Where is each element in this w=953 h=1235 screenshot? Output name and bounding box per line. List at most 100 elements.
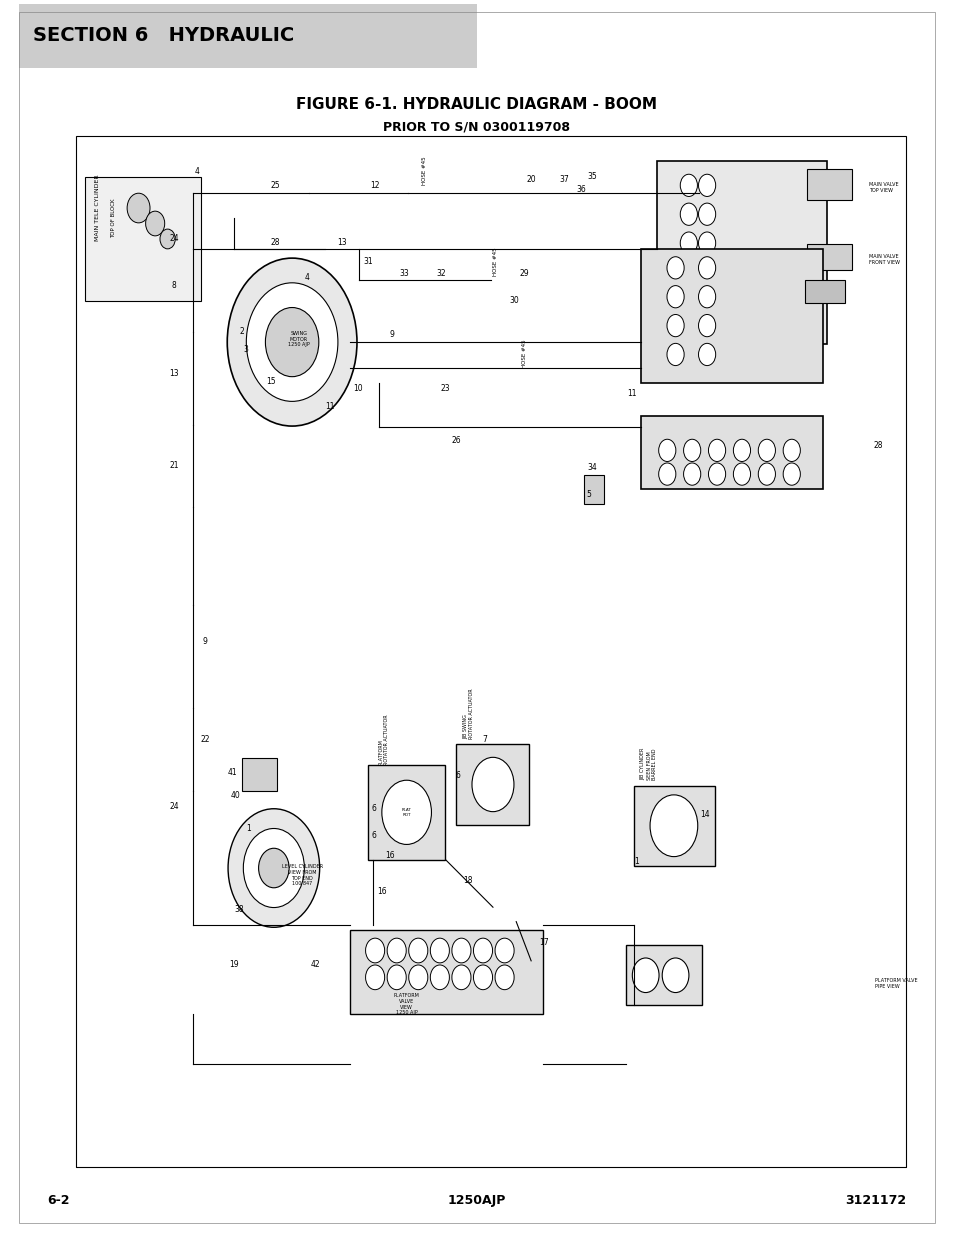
Circle shape <box>666 315 683 337</box>
Text: 40: 40 <box>231 792 240 800</box>
Bar <box>242 758 277 790</box>
Circle shape <box>228 809 319 927</box>
Text: 25: 25 <box>271 180 280 190</box>
Bar <box>583 475 603 504</box>
Bar <box>640 249 822 383</box>
Text: 36: 36 <box>576 185 585 194</box>
Text: 16: 16 <box>385 851 395 860</box>
Text: 10: 10 <box>354 384 363 393</box>
Text: 13: 13 <box>336 237 346 247</box>
Text: HOSE #45: HOSE #45 <box>422 157 427 185</box>
Circle shape <box>473 939 492 963</box>
Circle shape <box>666 257 683 279</box>
Circle shape <box>661 958 688 993</box>
Circle shape <box>495 939 514 963</box>
Text: 8: 8 <box>172 280 176 290</box>
Text: LEVEL CYLINDER
VIEW FROM
TOP END
100 847: LEVEL CYLINDER VIEW FROM TOP END 100 847 <box>281 864 322 887</box>
Text: PLATFORM VALVE
PIPE VIEW: PLATFORM VALVE PIPE VIEW <box>874 978 917 989</box>
Text: 11: 11 <box>324 401 334 410</box>
Text: MAIN TELE CYLINDER: MAIN TELE CYLINDER <box>94 174 99 241</box>
Text: 32: 32 <box>436 268 446 278</box>
Text: 31: 31 <box>363 257 373 267</box>
Text: PLAT
ROT: PLAT ROT <box>401 808 411 816</box>
Circle shape <box>683 440 700 462</box>
Text: 6-2: 6-2 <box>48 1194 71 1207</box>
Text: 15: 15 <box>266 377 275 385</box>
Circle shape <box>452 939 471 963</box>
Text: 4: 4 <box>194 168 199 177</box>
Text: 7: 7 <box>481 735 487 743</box>
Bar <box>19 4 476 68</box>
Circle shape <box>387 965 406 989</box>
Circle shape <box>243 829 304 908</box>
Text: 24: 24 <box>170 802 179 810</box>
Text: 38: 38 <box>233 905 244 914</box>
Text: 12: 12 <box>370 180 379 190</box>
Circle shape <box>146 211 165 236</box>
Text: MAIN VALVE
TOP VIEW: MAIN VALVE TOP VIEW <box>868 182 898 193</box>
Text: 1250AJP: 1250AJP <box>447 1194 506 1207</box>
Circle shape <box>698 343 715 366</box>
Bar <box>806 169 851 200</box>
Circle shape <box>708 463 725 485</box>
Text: TOP OF BLOCK: TOP OF BLOCK <box>112 199 116 238</box>
Circle shape <box>649 795 697 857</box>
Circle shape <box>658 440 675 462</box>
Circle shape <box>698 203 715 225</box>
Text: 34: 34 <box>587 463 597 473</box>
Bar <box>806 245 851 270</box>
Circle shape <box>698 315 715 337</box>
Circle shape <box>472 757 514 811</box>
Circle shape <box>381 781 431 845</box>
Circle shape <box>473 965 492 989</box>
Text: 33: 33 <box>399 268 409 278</box>
Circle shape <box>365 965 384 989</box>
Circle shape <box>758 440 775 462</box>
Circle shape <box>127 193 150 222</box>
Bar <box>625 945 701 1005</box>
Text: 1: 1 <box>246 824 251 834</box>
Text: 18: 18 <box>463 876 473 885</box>
Circle shape <box>246 283 337 401</box>
Text: 4: 4 <box>304 273 309 282</box>
Text: 23: 23 <box>440 384 450 393</box>
Bar <box>76 136 905 1167</box>
Text: 1: 1 <box>634 857 639 866</box>
Circle shape <box>708 440 725 462</box>
Text: 21: 21 <box>170 462 179 471</box>
Circle shape <box>698 174 715 196</box>
Circle shape <box>430 965 449 989</box>
Circle shape <box>679 203 697 225</box>
Text: FIGURE 6-1. HYDRAULIC DIAGRAM - BOOM: FIGURE 6-1. HYDRAULIC DIAGRAM - BOOM <box>296 98 657 112</box>
Text: 22: 22 <box>200 735 210 743</box>
Bar <box>456 745 529 825</box>
Circle shape <box>408 965 427 989</box>
Circle shape <box>679 174 697 196</box>
Text: JIB SWING
ROTATOR ACTUATOR: JIB SWING ROTATOR ACTUATOR <box>462 688 474 739</box>
Text: 29: 29 <box>519 268 529 278</box>
Text: 6: 6 <box>371 830 375 840</box>
Text: 9: 9 <box>389 331 394 340</box>
Text: SECTION 6   HYDRAULIC: SECTION 6 HYDRAULIC <box>33 26 294 46</box>
Text: 6: 6 <box>371 804 375 813</box>
Circle shape <box>160 230 175 249</box>
Circle shape <box>782 463 800 485</box>
Circle shape <box>258 848 289 888</box>
Circle shape <box>387 939 406 963</box>
Text: 28: 28 <box>872 441 882 450</box>
Circle shape <box>452 965 471 989</box>
Text: MAIN VALVE
FRONT VIEW: MAIN VALVE FRONT VIEW <box>868 254 899 266</box>
Text: 16: 16 <box>376 887 386 897</box>
Circle shape <box>733 440 750 462</box>
Circle shape <box>408 939 427 963</box>
Circle shape <box>758 463 775 485</box>
Text: 37: 37 <box>558 174 569 184</box>
Text: 41: 41 <box>228 768 237 777</box>
Circle shape <box>698 232 715 254</box>
Circle shape <box>632 958 659 993</box>
Bar <box>85 177 201 301</box>
Bar <box>657 161 826 345</box>
Text: 20: 20 <box>526 174 536 184</box>
Text: 30: 30 <box>509 296 518 305</box>
Text: PRIOR TO S/N 0300119708: PRIOR TO S/N 0300119708 <box>383 121 570 133</box>
